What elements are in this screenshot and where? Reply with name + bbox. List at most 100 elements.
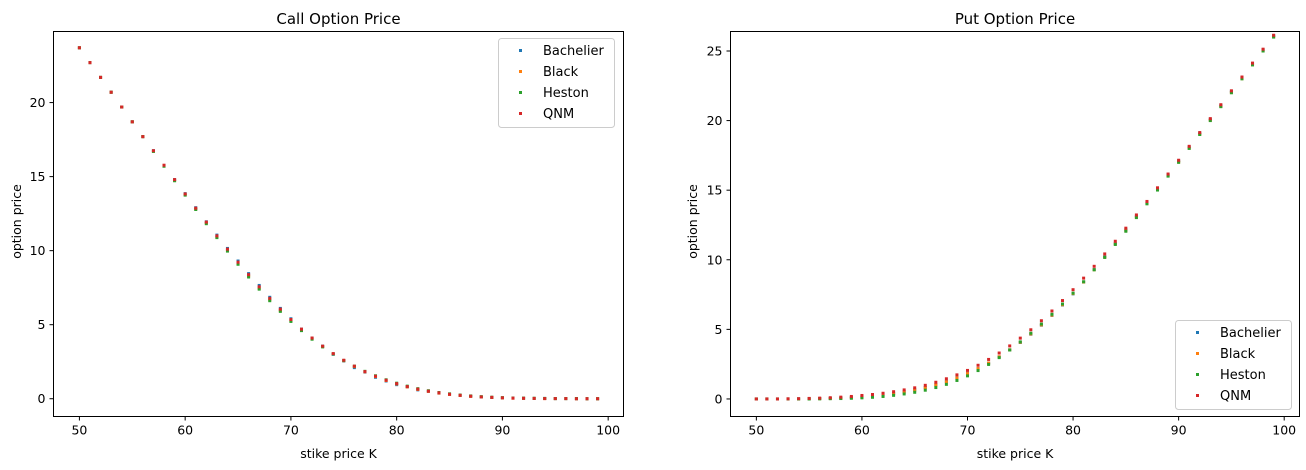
data-point-heston <box>1018 340 1022 344</box>
data-point-qnm <box>448 392 452 396</box>
data-point-qnm <box>913 386 917 390</box>
legend-entry-heston: Heston <box>1196 368 1266 383</box>
x-tick-label: 90 <box>1171 423 1187 438</box>
data-point-qnm <box>532 396 536 400</box>
legend-marker-black <box>1196 352 1199 355</box>
data-point-qnm <box>860 393 864 397</box>
axis-ticks: 50 60 70 80 90 100 0 5 10 15 20 25 <box>707 43 1297 437</box>
data-point-heston <box>913 390 917 394</box>
data-point-qnm <box>870 393 874 397</box>
legend-label-black: Black <box>543 65 579 80</box>
data-point-qnm <box>797 397 801 401</box>
data-point-qnm <box>1187 144 1191 148</box>
data-point-qnm <box>944 377 948 381</box>
data-point-qnm <box>511 396 515 400</box>
x-tick-label: 60 <box>177 423 193 438</box>
data-point-heston <box>1071 291 1075 295</box>
data-point-heston <box>215 236 219 240</box>
data-point-heston <box>1039 322 1043 326</box>
data-point-heston <box>1198 133 1202 136</box>
put-option-chart: Put Option Price stike price K option pr… <box>685 10 1300 461</box>
data-point-qnm <box>807 396 811 400</box>
data-point-qnm <box>1050 309 1054 313</box>
data-point-qnm <box>289 318 293 322</box>
axis-ticks: 50 60 70 80 90 100 0 5 10 15 20 <box>30 95 621 437</box>
legend-label-qnm: QNM <box>1220 389 1251 404</box>
legend-entry-qnm: QNM <box>519 107 574 122</box>
y-tick-label: 15 <box>707 183 723 198</box>
data-point-heston <box>1187 146 1191 150</box>
data-point-qnm <box>426 389 430 393</box>
data-point-heston <box>1177 160 1181 164</box>
data-point-heston <box>257 287 261 291</box>
data-point-black <box>902 390 906 394</box>
legend-marker-qnm <box>1196 394 1199 397</box>
x-tick-label: 70 <box>283 423 299 438</box>
series-heston <box>754 35 1276 401</box>
data-point-heston <box>944 382 948 386</box>
data-point-qnm <box>342 358 346 362</box>
data-point-qnm <box>849 394 853 398</box>
series-qnm <box>754 33 1276 401</box>
legend-marker-qnm <box>519 112 522 115</box>
data-point-qnm <box>384 378 388 382</box>
data-point-qnm <box>1082 276 1086 280</box>
data-point-qnm <box>500 396 504 400</box>
data-point-heston <box>997 356 1001 360</box>
data-point-qnm <box>1219 103 1223 107</box>
data-point-qnm <box>1208 117 1212 121</box>
data-point-heston <box>1029 331 1033 335</box>
data-point-black <box>923 386 927 390</box>
data-point-heston <box>1061 302 1064 306</box>
data-point-black <box>934 383 938 387</box>
data-point-heston <box>923 388 927 392</box>
chart-title: Put Option Price <box>955 10 1075 28</box>
data-point-qnm <box>490 395 494 399</box>
data-point-qnm <box>247 273 251 277</box>
data-points <box>77 46 600 401</box>
data-point-black <box>944 380 948 384</box>
data-point-qnm <box>934 380 938 384</box>
chart-title: Call Option Price <box>276 10 400 28</box>
data-point-qnm <box>215 234 219 238</box>
data-point-heston <box>860 396 864 400</box>
data-point-heston <box>987 362 991 366</box>
data-point-heston <box>955 378 959 382</box>
data-point-qnm <box>141 135 145 139</box>
data-point-qnm <box>818 396 822 400</box>
data-point-qnm <box>1166 172 1170 176</box>
x-tick-label: 80 <box>1065 423 1081 438</box>
y-tick-label: 0 <box>38 391 46 406</box>
legend-marker-heston <box>519 91 522 94</box>
data-point-qnm <box>966 368 969 372</box>
legend-entry-black: Black <box>519 65 579 80</box>
data-point-qnm <box>99 75 103 79</box>
legend-marker-black <box>519 70 522 73</box>
data-point-qnm <box>765 397 769 401</box>
data-point-heston <box>1251 63 1255 67</box>
data-point-qnm <box>1156 186 1160 190</box>
data-point-heston <box>902 392 906 396</box>
y-tick-label: 20 <box>707 113 723 128</box>
data-point-qnm <box>130 120 134 124</box>
data-point-qnm <box>1177 158 1181 162</box>
data-point-qnm <box>374 374 378 378</box>
x-tick-label: 100 <box>596 423 620 438</box>
data-point-qnm <box>1229 89 1233 93</box>
data-point-qnm <box>1145 199 1149 203</box>
data-point-qnm <box>1113 239 1117 243</box>
data-point-qnm <box>1261 47 1265 51</box>
legend-entry-bachelier: Bachelier <box>1196 326 1281 341</box>
data-point-qnm <box>162 163 166 167</box>
legend: Bachelier Black Heston QNM <box>498 38 615 128</box>
legend-entry-heston: Heston <box>519 86 589 101</box>
data-point-heston <box>236 262 240 266</box>
data-point-qnm <box>564 397 568 401</box>
data-point-qnm <box>786 397 790 401</box>
data-point-qnm <box>363 370 367 374</box>
legend-marker-bachelier <box>519 49 522 52</box>
data-point-qnm <box>310 336 314 340</box>
data-point-qnm <box>754 397 758 401</box>
data-point-heston <box>1156 188 1160 192</box>
